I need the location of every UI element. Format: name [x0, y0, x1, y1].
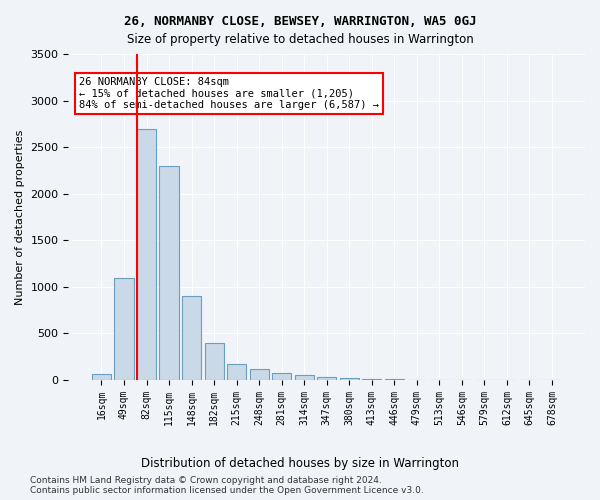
Bar [362, 379, 382, 380]
Bar [182, 296, 201, 380]
Bar [137, 128, 156, 380]
Bar [160, 166, 179, 380]
Text: Contains public sector information licensed under the Open Government Licence v3: Contains public sector information licen… [30, 486, 424, 495]
Bar [295, 375, 314, 380]
Bar [92, 374, 111, 380]
Bar [272, 373, 291, 380]
Text: Size of property relative to detached houses in Warrington: Size of property relative to detached ho… [127, 32, 473, 46]
Text: Contains HM Land Registry data © Crown copyright and database right 2024.: Contains HM Land Registry data © Crown c… [30, 476, 382, 485]
Text: 26, NORMANBY CLOSE, BEWSEY, WARRINGTON, WA5 0GJ: 26, NORMANBY CLOSE, BEWSEY, WARRINGTON, … [124, 15, 476, 28]
Bar [250, 370, 269, 380]
Bar [227, 364, 246, 380]
Bar [340, 378, 359, 380]
Bar [317, 377, 336, 380]
Text: 26 NORMANBY CLOSE: 84sqm
← 15% of detached houses are smaller (1,205)
84% of sem: 26 NORMANBY CLOSE: 84sqm ← 15% of detach… [79, 77, 379, 110]
Bar [205, 343, 224, 380]
Y-axis label: Number of detached properties: Number of detached properties [15, 130, 25, 304]
Text: Distribution of detached houses by size in Warrington: Distribution of detached houses by size … [141, 458, 459, 470]
Bar [115, 278, 134, 380]
